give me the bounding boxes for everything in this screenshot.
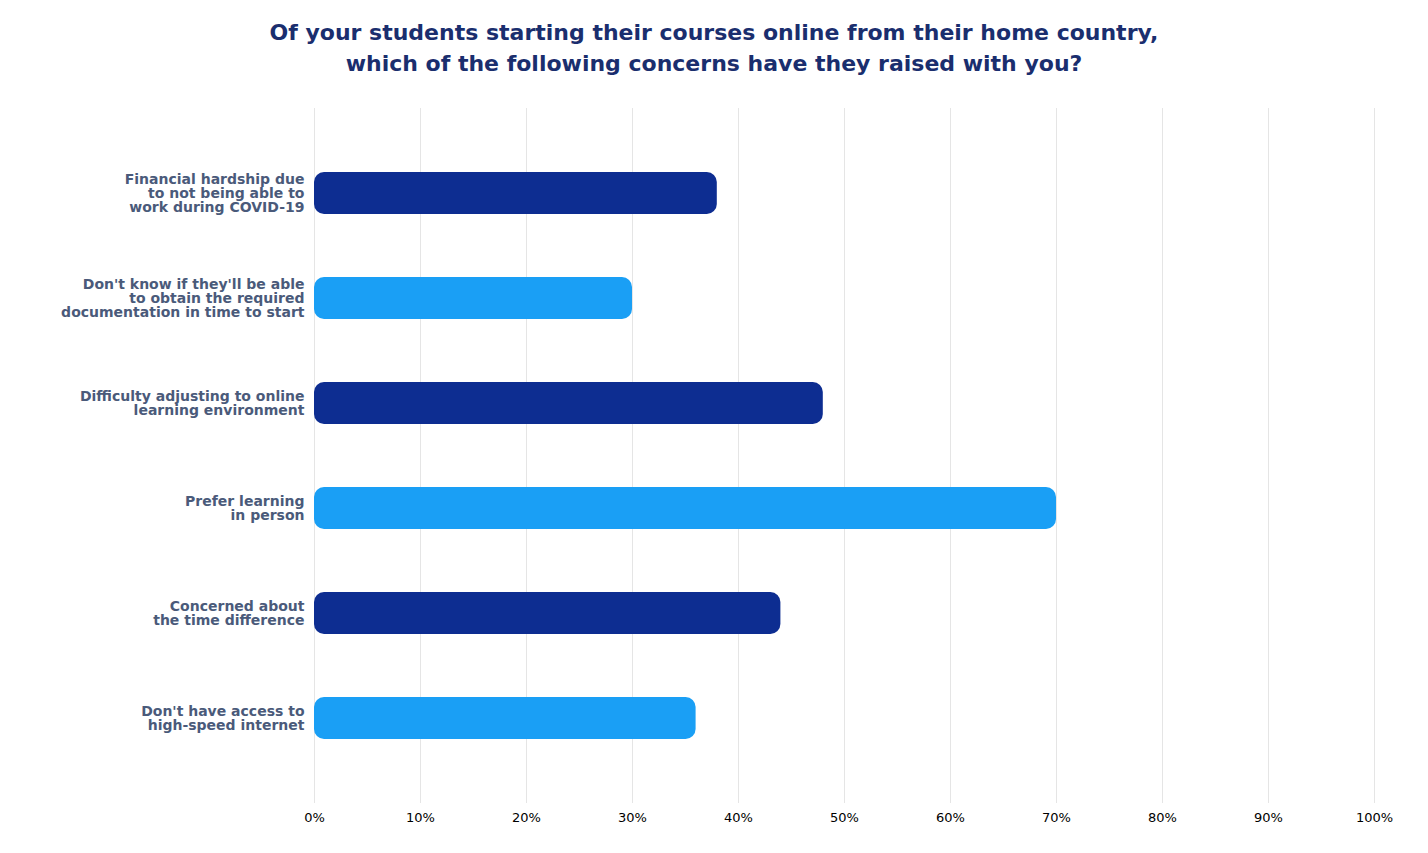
- svg-text:Difficulty adjusting to online: Difficulty adjusting to onlinelearning e…: [80, 388, 305, 418]
- svg-text:Don't have access tohigh-speed: Don't have access tohigh-speed internet: [141, 703, 305, 733]
- html-text:Of your students starting thei: Of your students starting their courses …: [269, 20, 1159, 76]
- svg-text:70%: 70%: [1042, 809, 1071, 824]
- svg-text:20%: 20%: [512, 809, 541, 824]
- svg-text:40%: 40%: [724, 809, 753, 824]
- svg-text:50%: 50%: [830, 809, 859, 824]
- svg-text:Prefer learningin person: Prefer learningin person: [185, 493, 304, 523]
- svg-text:10%: 10%: [406, 809, 435, 824]
- svg-text:Financial hardship dueto not b: Financial hardship dueto not being able …: [125, 171, 305, 215]
- svg-text:30%: 30%: [618, 809, 647, 824]
- svg-text:100%: 100%: [1356, 809, 1393, 824]
- svg-text:0%: 0%: [304, 809, 325, 824]
- svg-text:60%: 60%: [936, 809, 965, 824]
- svg-text:Concerned aboutthe time differ: Concerned aboutthe time difference: [153, 598, 305, 628]
- svg-text:90%: 90%: [1254, 809, 1283, 824]
- svg-text:Don't know if they'll be ablet: Don't know if they'll be ableto obtain t…: [61, 276, 305, 320]
- svg-text:80%: 80%: [1148, 809, 1177, 824]
